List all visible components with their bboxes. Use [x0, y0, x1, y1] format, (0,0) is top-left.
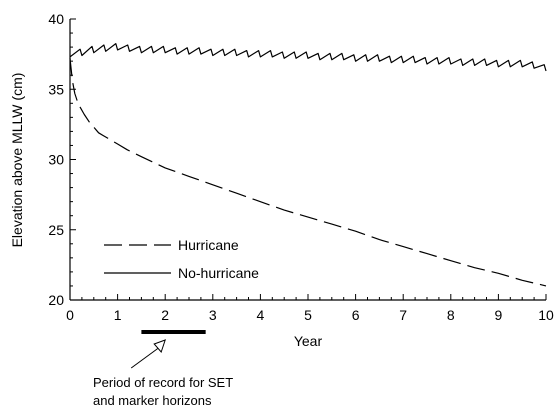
y-tick-label: 25 — [48, 222, 64, 238]
legend-label-hurricane: Hurricane — [178, 237, 239, 253]
y-tick-label: 40 — [48, 11, 64, 27]
x-axis-ticks: 0 1 2 3 4 5 6 7 8 9 10 — [66, 294, 554, 323]
x-tick-label: 1 — [114, 307, 122, 323]
x-tick-label: 10 — [538, 307, 554, 323]
x-tick-label: 4 — [257, 307, 265, 323]
period-annotation: Period of record for SET and marker hori… — [93, 330, 233, 408]
legend: Hurricane No-hurricane — [104, 237, 259, 281]
x-tick-label: 0 — [66, 307, 74, 323]
y-tick-label: 20 — [48, 292, 64, 308]
series-line-hurricane — [69, 58, 547, 287]
y-tick-label: 30 — [48, 152, 64, 168]
series-group — [69, 43, 547, 287]
y-axis-ticks: 20 25 30 35 40 — [48, 11, 76, 308]
annotation-arrow-head — [153, 339, 167, 353]
x-tick-label: 3 — [209, 307, 217, 323]
x-tick-label: 9 — [495, 307, 503, 323]
annotation-line-2: and marker horizons — [93, 393, 212, 408]
y-tick-label: 35 — [48, 81, 64, 97]
series-line-no-hurricane — [69, 43, 547, 72]
x-tick-label: 8 — [447, 307, 455, 323]
legend-label-no-hurricane: No-hurricane — [178, 265, 259, 281]
x-tick-label: 2 — [161, 307, 169, 323]
x-tick-label: 5 — [304, 307, 312, 323]
y-axis-label: Elevation above MLLW (cm) — [9, 73, 25, 248]
x-tick-label: 6 — [352, 307, 360, 323]
x-tick-label: 7 — [399, 307, 407, 323]
x-axis-label: Year — [294, 333, 323, 349]
annotation-line-1: Period of record for SET — [93, 375, 233, 390]
annotation-arrow-line — [130, 345, 162, 369]
axes — [69, 19, 546, 301]
